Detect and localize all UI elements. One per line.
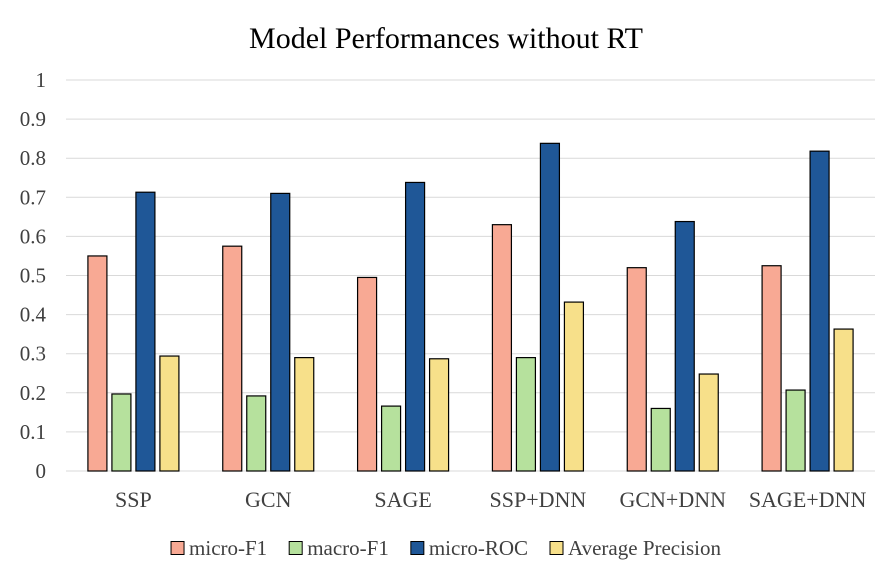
bars <box>87 142 854 472</box>
y-tick-label: 0.7 <box>20 185 46 209</box>
y-tick-label: 1 <box>36 68 47 92</box>
bar-micro-f1-gcn <box>222 245 243 472</box>
y-axis-ticks: 0 0.1 0.2 0.3 0.4 0.5 0.6 0.7 0.8 0.9 1 <box>20 68 47 483</box>
y-tick-label: 0.8 <box>20 146 46 170</box>
legend-label: micro-ROC <box>429 536 528 560</box>
x-category-label: SSP+DNN <box>490 487 587 512</box>
y-tick-label: 0.5 <box>20 264 46 288</box>
legend-swatch-average-precision <box>549 541 564 555</box>
y-tick-label: 0 <box>36 459 47 483</box>
chart-title: Model Performances without RT <box>249 22 643 55</box>
bar-micro-roc-gcn-dnn <box>674 220 695 472</box>
bar-average-precision-ssp-dnn <box>563 301 585 472</box>
x-category-label: SSP <box>115 487 152 512</box>
bar-average-precision-sage <box>428 358 450 472</box>
legend-swatch-macro-f1 <box>288 541 303 555</box>
bar-average-precision-gcn-dnn <box>698 373 719 472</box>
bar-micro-f1-gcn-dnn <box>626 267 647 472</box>
legend-label: macro-F1 <box>307 536 389 560</box>
legend-swatch-micro-roc <box>410 541 425 555</box>
bar-micro-roc-sage-dnn <box>809 150 830 472</box>
bar-macro-f1-sage-dnn <box>785 389 806 472</box>
bar-average-precision-sage-dnn <box>833 328 854 472</box>
bar-micro-roc-ssp-dnn <box>539 142 561 472</box>
y-tick-label: 0.2 <box>20 381 46 405</box>
legend-label: Average Precision <box>568 536 721 560</box>
bar-micro-roc-ssp <box>135 191 156 472</box>
gridlines <box>66 79 875 472</box>
bar-macro-f1-gcn <box>246 395 267 472</box>
bar-macro-f1-ssp <box>111 393 132 472</box>
bar-average-precision-ssp <box>159 355 180 472</box>
legend: micro-F1 macro-F1 micro-ROC Average Precisi… <box>170 536 721 560</box>
bar-micro-f1-ssp <box>87 255 108 472</box>
bar-macro-f1-ssp-dnn <box>515 357 537 472</box>
y-tick-label: 0.6 <box>20 224 46 248</box>
bar-macro-f1-sage <box>380 405 402 472</box>
y-tick-label: 0.3 <box>20 342 46 366</box>
bar-micro-roc-gcn <box>270 192 291 472</box>
y-tick-label: 0.9 <box>20 107 46 131</box>
bar-micro-roc-sage <box>404 181 426 472</box>
x-axis-categories: SSP GCN SAGE SSP+DNN GCN+DNN SAGE+DNN <box>115 487 866 512</box>
bar-average-precision-gcn <box>294 357 315 472</box>
y-tick-label: 0.1 <box>20 420 46 444</box>
legend-swatch-micro-f1 <box>170 541 185 555</box>
x-category-label: GCN+DNN <box>619 487 726 512</box>
bar-micro-f1-ssp-dnn <box>491 224 513 472</box>
legend-label: micro-F1 <box>189 536 267 560</box>
bar-macro-f1-gcn-dnn <box>650 407 671 472</box>
y-tick-label: 0.4 <box>20 303 47 327</box>
bar-micro-f1-sage-dnn <box>761 265 782 472</box>
x-category-label: GCN <box>245 487 292 512</box>
x-category-label: SAGE <box>374 487 431 512</box>
x-category-label: SAGE+DNN <box>749 487 867 512</box>
bar-micro-f1-sage <box>356 276 378 472</box>
